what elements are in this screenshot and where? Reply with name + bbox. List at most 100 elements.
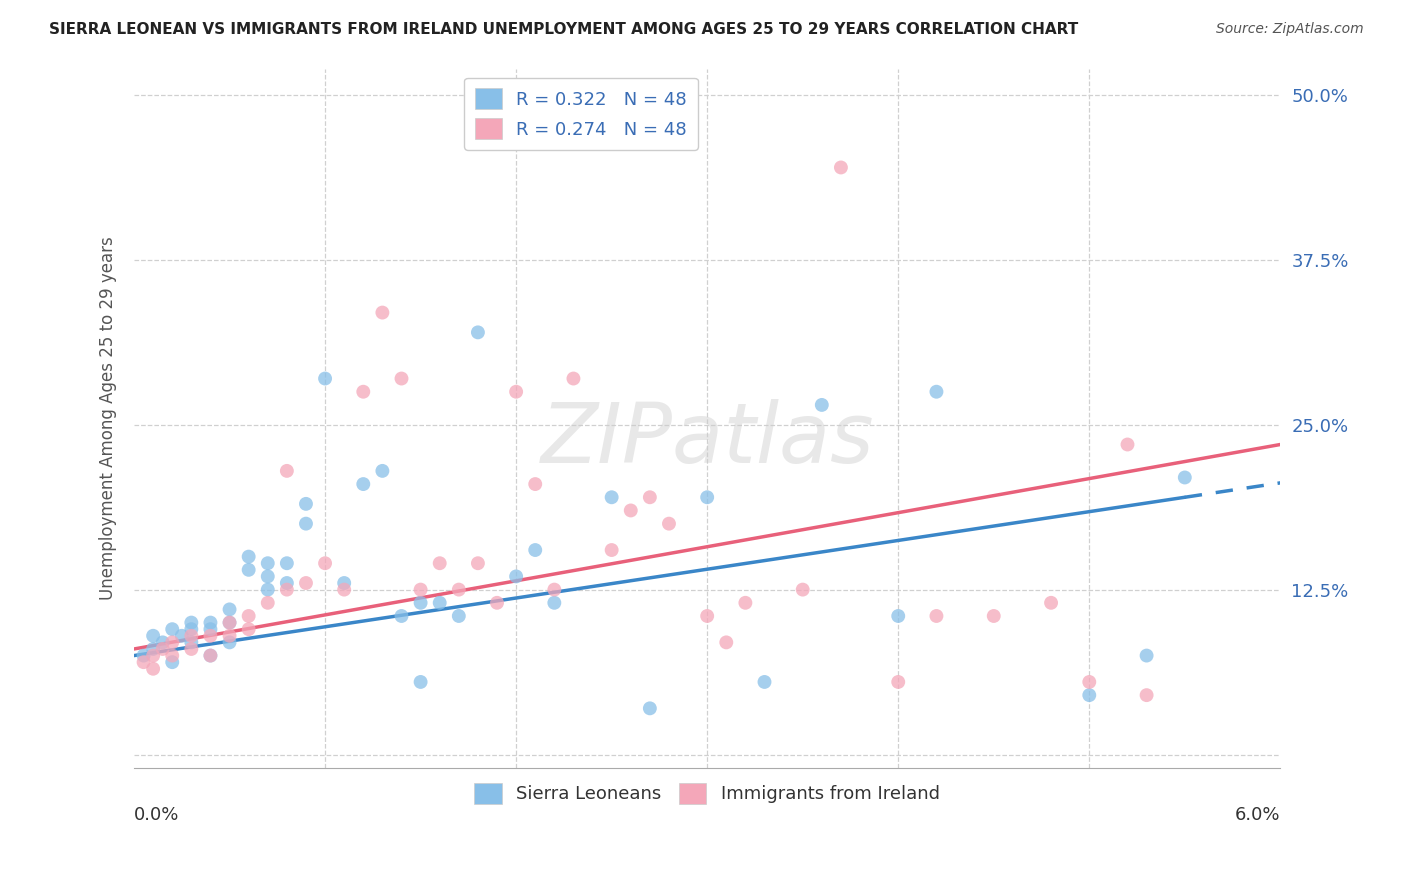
Point [162,622,184,636]
Point [543,596,565,610]
Y-axis label: Unemployment Among Ages 25 to 29 years: Unemployment Among Ages 25 to 29 years [100,236,117,600]
Point [524,543,547,558]
Point [142,629,165,643]
Point [180,622,202,636]
Point [429,596,451,610]
Point [142,642,165,657]
Point [180,635,202,649]
Point [162,648,184,663]
Point [314,556,336,570]
Point [218,635,240,649]
Point [792,582,814,597]
Legend: Sierra Leoneans, Immigrants from Ireland: Sierra Leoneans, Immigrants from Ireland [467,776,948,811]
Point [1174,470,1197,484]
Point [276,576,298,591]
Point [352,477,374,491]
Point [391,609,413,624]
Point [276,464,298,478]
Point [295,516,318,531]
Text: ZIPatlas: ZIPatlas [540,399,875,480]
Point [238,549,260,564]
Point [391,371,413,385]
Point [696,609,718,624]
Point [1078,675,1101,690]
Point [218,602,240,616]
Point [200,622,222,636]
Point [256,569,278,583]
Text: Source: ZipAtlas.com: Source: ZipAtlas.com [1216,22,1364,37]
Point [1040,596,1063,610]
Point [447,582,470,597]
Point [600,490,623,504]
Point [333,576,356,591]
Point [696,490,718,504]
Point [658,516,681,531]
Point [170,629,193,643]
Point [180,615,202,630]
Point [333,582,356,597]
Point [447,609,470,624]
Point [152,635,174,649]
Point [352,384,374,399]
Point [256,596,278,610]
Point [200,648,222,663]
Point [238,563,260,577]
Point [200,629,222,643]
Point [256,582,278,597]
Point [734,596,756,610]
Point [925,609,948,624]
Point [371,464,394,478]
Point [983,609,1005,624]
Point [409,596,432,610]
Point [562,371,585,385]
Point [409,582,432,597]
Point [218,615,240,630]
Point [887,675,910,690]
Point [1078,688,1101,702]
Point [887,609,910,624]
Point [505,569,527,583]
Point [314,371,336,385]
Point [830,161,852,175]
Point [132,655,155,669]
Point [543,582,565,597]
Point [152,642,174,657]
Point [162,635,184,649]
Point [754,675,776,690]
Point [162,655,184,669]
Point [218,629,240,643]
Point [218,615,240,630]
Point [925,384,948,399]
Text: 6.0%: 6.0% [1234,806,1281,824]
Text: SIERRA LEONEAN VS IMMIGRANTS FROM IRELAND UNEMPLOYMENT AMONG AGES 25 TO 29 YEARS: SIERRA LEONEAN VS IMMIGRANTS FROM IRELAN… [49,22,1078,37]
Point [811,398,834,412]
Point [467,556,489,570]
Point [505,384,527,399]
Point [276,582,298,597]
Point [1116,437,1139,451]
Point [716,635,738,649]
Point [238,609,260,624]
Point [1136,648,1159,663]
Point [180,629,202,643]
Point [600,543,623,558]
Point [620,503,643,517]
Point [371,305,394,319]
Point [180,642,202,657]
Point [142,648,165,663]
Point [1136,688,1159,702]
Point [256,556,278,570]
Point [238,622,260,636]
Point [276,556,298,570]
Point [638,490,661,504]
Point [429,556,451,570]
Point [200,615,222,630]
Point [200,648,222,663]
Point [409,675,432,690]
Text: 0.0%: 0.0% [134,806,180,824]
Point [638,701,661,715]
Point [142,662,165,676]
Point [132,648,155,663]
Point [524,477,547,491]
Point [295,576,318,591]
